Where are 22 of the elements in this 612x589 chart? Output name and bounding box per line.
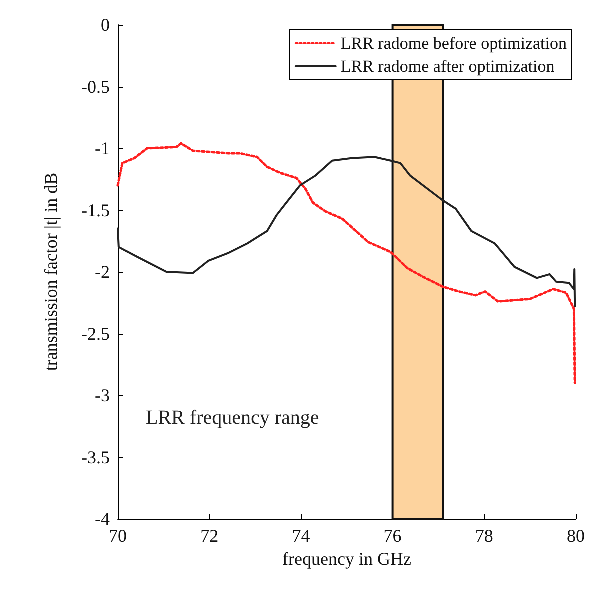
x-tick-label: 70: [109, 526, 127, 546]
y-axis-title: transmission factor |t| in dB: [41, 172, 61, 372]
y-tick-label: -2: [95, 262, 110, 282]
y-tick-label: -1: [95, 138, 110, 158]
x-tick-label: 72: [200, 526, 219, 546]
y-tick-label: -4: [95, 509, 110, 529]
y-tick-label: 0: [101, 15, 110, 35]
x-tick-label: 80: [567, 526, 585, 546]
x-tick-label: 78: [475, 526, 494, 546]
y-tick-label: -2.5: [82, 324, 110, 344]
annotation: LRR frequency range: [146, 407, 320, 429]
line-series: [116, 142, 576, 384]
x-tick-label: 76: [384, 526, 402, 546]
y-tick-label: -3: [95, 386, 110, 406]
y-tick-label: -3.5: [82, 447, 110, 468]
legend-label: LRR radome after optimization: [340, 57, 556, 76]
line-series: [117, 156, 576, 308]
legend-label: LRR radome before optimization: [340, 34, 568, 53]
x-tick-label: 74: [292, 526, 310, 546]
y-tick-label: -0.5: [82, 76, 110, 97]
y-tick-label: -1.5: [82, 200, 110, 220]
x-axis-title: frequency in GHz: [282, 548, 412, 569]
